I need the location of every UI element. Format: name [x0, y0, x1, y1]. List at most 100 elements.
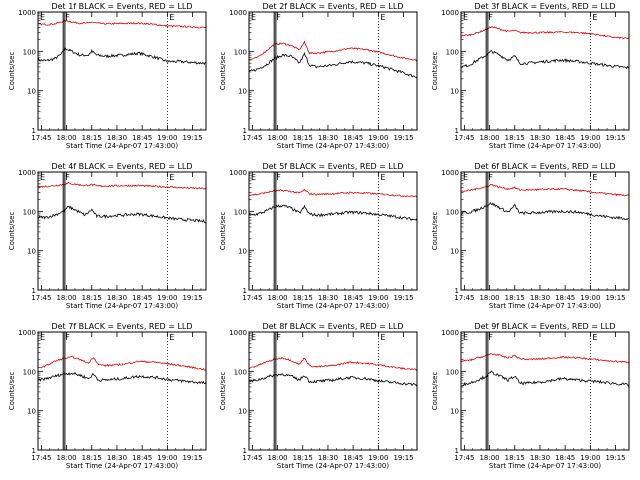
- flag-label: E: [592, 13, 597, 22]
- y-axis-title: Counts/sec: [8, 212, 16, 251]
- x-axis-title: Start Time (24-Apr-07 17:43:00): [277, 302, 389, 310]
- x-tick-label: 18:30: [530, 454, 550, 462]
- panel-title: Det 7f BLACK = Events, RED = LLD: [51, 322, 192, 331]
- y-tick-label: 1: [32, 127, 36, 135]
- x-tick-label: 19:00: [157, 454, 177, 462]
- x-tick-label: 18:30: [318, 294, 338, 302]
- x-tick-label: 17:45: [454, 294, 474, 302]
- x-tick-label: 19:15: [182, 294, 202, 302]
- plot-frame: [37, 331, 207, 451]
- y-tick-label: 1000: [229, 169, 247, 177]
- events-series-line: [248, 373, 418, 387]
- lld-series-line: [37, 19, 207, 29]
- x-axis-title: Start Time (24-Apr-07 17:43:00): [66, 462, 178, 470]
- x-tick-label: 18:45: [132, 454, 152, 462]
- x-tick-label: 18:00: [56, 134, 76, 142]
- flag-label: E: [251, 333, 256, 342]
- x-tick-label: 18:15: [505, 134, 525, 142]
- x-tick-label: 19:00: [368, 294, 388, 302]
- y-tick-label: 1000: [441, 329, 459, 337]
- flag-label: E: [251, 173, 256, 182]
- flag-label: E: [40, 333, 45, 342]
- events-series-line: [37, 205, 207, 224]
- x-tick-label: 17:45: [454, 134, 474, 142]
- x-tick-label: 18:30: [530, 134, 550, 142]
- flag-label: E: [380, 333, 385, 342]
- lld-series-line: [460, 353, 630, 364]
- x-axis-title: Start Time (24-Apr-07 17:43:00): [277, 462, 389, 470]
- y-axis-title: Counts/sec: [219, 212, 227, 251]
- flag-label: E: [251, 13, 256, 22]
- plot-frame: [37, 171, 207, 291]
- x-axis-title: Start Time (24-Apr-07 17:43:00): [66, 142, 178, 150]
- flag-label: E: [380, 173, 385, 182]
- flag-label: F: [488, 13, 493, 22]
- y-tick-label: 1000: [441, 169, 459, 177]
- flag-label: E: [169, 13, 174, 22]
- lld-series-line: [248, 40, 418, 62]
- x-tick-label: 18:00: [479, 454, 499, 462]
- plot-frame: [460, 11, 630, 131]
- x-tick-label: 19:15: [393, 294, 413, 302]
- y-axis-title: Counts/sec: [431, 52, 439, 91]
- x-tick-label: 17:45: [242, 134, 262, 142]
- y-axis-title: Counts/sec: [8, 372, 16, 411]
- x-tick-label: 18:15: [293, 454, 313, 462]
- events-series-line: [37, 371, 207, 385]
- x-tick-label: 18:45: [132, 134, 152, 142]
- y-tick-label: 1: [455, 287, 459, 295]
- y-tick-label: 1000: [229, 329, 247, 337]
- y-tick-label: 10: [27, 408, 36, 416]
- x-axis-title: Start Time (24-Apr-07 17:43:00): [489, 142, 601, 150]
- flag-label: E: [169, 173, 174, 182]
- lld-series-line: [37, 355, 207, 371]
- lld-series-line: [248, 188, 418, 198]
- x-tick-label: 18:45: [555, 134, 575, 142]
- x-tick-label: 18:00: [479, 134, 499, 142]
- plot-frame: [37, 11, 207, 131]
- x-tick-label: 18:30: [107, 454, 127, 462]
- flag-label: F: [65, 13, 70, 22]
- y-tick-label: 10: [27, 88, 36, 96]
- flag-label: E: [40, 173, 45, 182]
- y-tick-label: 10: [450, 88, 459, 96]
- x-tick-label: 19:15: [393, 454, 413, 462]
- lld-series-line: [248, 357, 418, 371]
- panel-det-6: Det 6f BLACK = Events, RED = LLD E F E 17:45…: [431, 162, 630, 310]
- flag-label: E: [380, 13, 385, 22]
- flag-label: F: [276, 13, 281, 22]
- y-tick-label: 1000: [229, 9, 247, 17]
- x-tick-label: 18:00: [479, 294, 499, 302]
- flag-label: E: [592, 333, 597, 342]
- panel-title: Det 5f BLACK = Events, RED = LLD: [262, 162, 403, 171]
- x-tick-label: 19:15: [182, 134, 202, 142]
- flag-label: E: [463, 13, 468, 22]
- x-tick-label: 19:15: [605, 134, 625, 142]
- x-tick-label: 19:00: [157, 294, 177, 302]
- flag-label: E: [592, 173, 597, 182]
- flag-label: E: [463, 333, 468, 342]
- x-tick-label: 18:15: [82, 454, 102, 462]
- flag-label: E: [463, 173, 468, 182]
- y-tick-label: 1000: [441, 9, 459, 17]
- x-tick-label: 18:45: [343, 454, 363, 462]
- events-series-line: [460, 49, 630, 70]
- panel-title: Det 4f BLACK = Events, RED = LLD: [51, 162, 192, 171]
- x-tick-label: 18:30: [107, 294, 127, 302]
- y-tick-label: 10: [450, 248, 459, 256]
- x-tick-label: 19:15: [605, 454, 625, 462]
- x-tick-label: 19:00: [580, 134, 600, 142]
- y-tick-label: 100: [446, 208, 459, 216]
- x-tick-label: 18:15: [505, 294, 525, 302]
- flag-label: F: [65, 173, 70, 182]
- flag-label: F: [488, 333, 493, 342]
- x-tick-label: 19:00: [157, 134, 177, 142]
- x-tick-label: 18:15: [293, 134, 313, 142]
- y-tick-label: 1: [243, 127, 247, 135]
- flag-label: E: [40, 13, 45, 22]
- panel-det-9: Det 9f BLACK = Events, RED = LLD E F E 17:45…: [431, 322, 630, 470]
- y-tick-label: 10: [450, 408, 459, 416]
- panel-det-7: Det 7f BLACK = Events, RED = LLD E F E 17:45…: [8, 322, 207, 470]
- panel-title: Det 1f BLACK = Events, RED = LLD: [51, 2, 192, 11]
- x-tick-label: 18:00: [267, 454, 287, 462]
